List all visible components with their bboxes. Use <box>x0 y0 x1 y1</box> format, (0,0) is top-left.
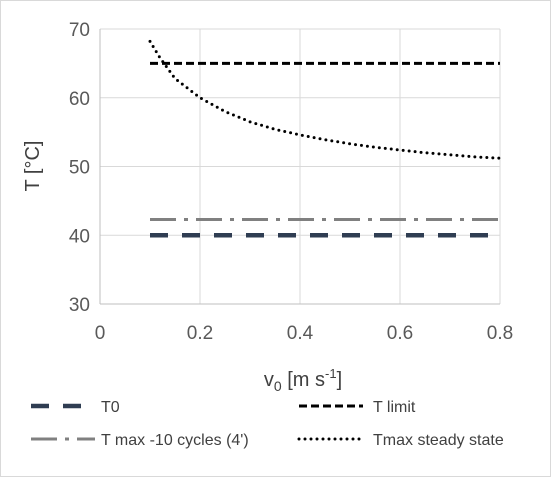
y-tick-label: 30 <box>69 295 90 316</box>
x-axis-title-unit: [m s <box>282 369 325 391</box>
x-tick-label: 0 <box>95 323 106 344</box>
x-axis-title-main: v <box>264 369 274 391</box>
legend-label-4: Tmax steady state <box>373 432 504 449</box>
series-layer <box>148 39 502 238</box>
x-axis-title-subscript: 0 <box>274 378 282 394</box>
y-tick-label: 50 <box>69 158 90 179</box>
x-tick-label: 0.8 <box>487 323 513 344</box>
x-axis-title-superscript: -1 <box>325 366 337 381</box>
axis-layer <box>99 29 500 305</box>
tick-layer: 30 40 50 60 70 0 0.2 0.4 0.6 0.8 <box>69 20 513 344</box>
legend-label-2: T limit <box>373 399 416 416</box>
y-axis-title: T [°C] <box>22 141 44 192</box>
series-line-4 <box>148 39 502 160</box>
grid-layer <box>100 28 501 304</box>
x-tick-label: 0.6 <box>387 323 413 344</box>
x-axis-title-unit-close: ] <box>337 369 343 391</box>
legend: T0 T limit T max -10 cycles (4') Tmax stead… <box>31 399 504 449</box>
legend-label-1: T0 <box>101 399 120 416</box>
x-axis-title: v0 [m s-1] <box>264 366 342 394</box>
legend-label-3: T max -10 cycles (4') <box>101 432 249 449</box>
y-tick-label: 70 <box>69 20 90 41</box>
y-tick-label: 60 <box>69 89 90 110</box>
y-tick-label: 40 <box>69 226 90 247</box>
x-tick-label: 0.2 <box>187 323 213 344</box>
x-tick-label: 0.4 <box>287 323 314 344</box>
